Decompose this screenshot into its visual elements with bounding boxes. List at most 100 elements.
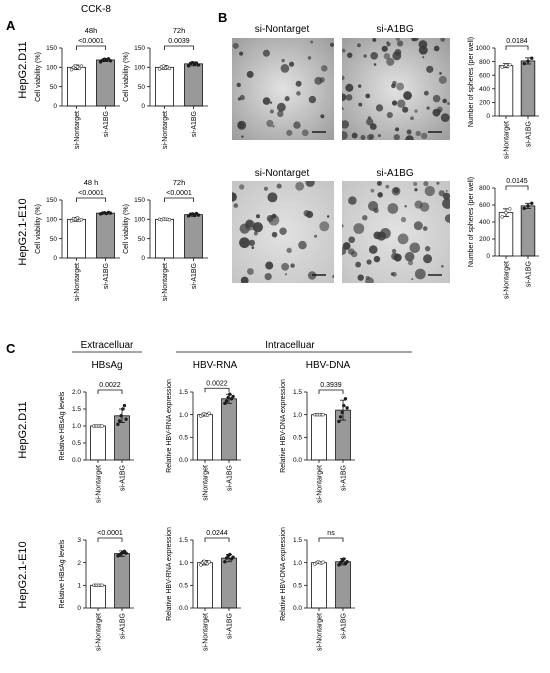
sphere bbox=[240, 276, 249, 283]
sphere bbox=[342, 120, 350, 129]
sphere bbox=[326, 215, 330, 218]
sphere bbox=[239, 237, 250, 249]
y-tick-label-b2-4: 800 bbox=[479, 185, 490, 192]
sphere bbox=[365, 93, 371, 99]
y-tick-label-a1-2: 100 bbox=[46, 65, 57, 72]
data-point-c6-1-0 bbox=[337, 563, 341, 567]
category-label-c4-1: si-A1BG bbox=[120, 613, 127, 639]
sphere bbox=[413, 221, 423, 231]
sphere bbox=[262, 97, 271, 105]
significance-bracket-c2 bbox=[204, 387, 230, 393]
sphere bbox=[276, 183, 282, 189]
chart-title-a1: 48h bbox=[85, 26, 98, 35]
y-tick-label-c2-0: 0.0 bbox=[179, 457, 188, 464]
sphere bbox=[301, 129, 309, 137]
data-point-a1-0-0 bbox=[69, 67, 74, 72]
chart-c-e10-hbv-rna: 0.0 0.5 1.0 1.5 Relative HBV-RNA expression s… bbox=[166, 527, 241, 651]
category-label-c2-1: si-A1BG bbox=[227, 465, 234, 491]
y-tick-label-c4-2: 2 bbox=[77, 560, 81, 567]
sphere bbox=[414, 109, 418, 113]
data-point-b1-1-2 bbox=[530, 56, 534, 60]
sphere bbox=[381, 45, 388, 52]
y-tick-label-b2-0: 0 bbox=[486, 253, 490, 260]
sphere bbox=[444, 214, 450, 223]
sphere bbox=[281, 262, 290, 271]
data-point-c3-1-1 bbox=[338, 415, 343, 419]
p-value-c2: 0.0022 bbox=[206, 380, 228, 387]
sphere bbox=[440, 38, 446, 42]
data-point-c1-0-5 bbox=[100, 424, 104, 428]
bar-b2-knockdown bbox=[520, 205, 536, 257]
sphere bbox=[232, 192, 237, 202]
sphere bbox=[253, 231, 258, 236]
data-point-a3-0-0 bbox=[69, 219, 74, 223]
column-title-hbsag: HBsAg bbox=[91, 360, 122, 371]
data-point-a2-1-0 bbox=[186, 64, 191, 68]
sphere bbox=[412, 38, 419, 42]
sphere bbox=[410, 116, 414, 121]
category-label-a2-0: si-Nontarget bbox=[162, 111, 169, 149]
sphere bbox=[266, 215, 274, 222]
sphere bbox=[426, 65, 434, 73]
category-label-c4-0: si-Nontarget bbox=[96, 613, 103, 651]
bar-b1-control bbox=[498, 65, 514, 117]
y-tick-label-a2-1: 50 bbox=[138, 84, 146, 91]
sphere bbox=[393, 134, 400, 140]
data-point-a1-0-5 bbox=[79, 64, 84, 68]
y-tick-label-a4-2: 100 bbox=[134, 217, 145, 224]
sphere bbox=[264, 272, 272, 281]
sphere bbox=[237, 97, 241, 101]
category-label-a3-1: si-A1BG bbox=[103, 263, 110, 289]
sphere bbox=[298, 240, 307, 250]
p-value-c4: <0.0001 bbox=[97, 530, 123, 537]
category-label-a4-1: si-A1BG bbox=[191, 263, 198, 289]
sphere bbox=[233, 203, 239, 208]
sphere bbox=[320, 114, 325, 119]
sphere-microscopy-image-a1bg-e10 bbox=[342, 181, 450, 283]
sphere bbox=[391, 248, 397, 254]
sphere bbox=[363, 54, 367, 58]
sphere bbox=[357, 274, 364, 281]
sphere-microscopy-image-nontarget-e10 bbox=[232, 181, 334, 283]
sphere bbox=[373, 63, 377, 66]
y-tick-label-c6-1: 0.5 bbox=[293, 583, 302, 590]
sphere bbox=[391, 186, 401, 196]
sphere bbox=[351, 251, 358, 258]
sphere bbox=[277, 110, 284, 118]
significance-bracket-b1 bbox=[505, 45, 529, 50]
significance-bracket-b2 bbox=[505, 185, 529, 190]
sphere bbox=[239, 51, 244, 56]
panel-a-row-label-1: HepG2.D11 bbox=[17, 41, 29, 98]
y-tick-label-b1-4: 800 bbox=[479, 59, 490, 66]
image-caption-top-left: si-Nontarget bbox=[255, 24, 310, 35]
sphere bbox=[353, 223, 365, 234]
sphere bbox=[265, 261, 274, 270]
sphere bbox=[241, 135, 244, 138]
bar-c1-control bbox=[90, 425, 106, 461]
y-axis-label-c6: Relative HBV-DNA expression bbox=[280, 527, 287, 621]
sphere bbox=[414, 188, 418, 192]
chart-c-e10-hbv-dna: 0.0 0.5 1.0 1.5 Relative HBV-DNA expression s… bbox=[280, 527, 355, 651]
data-point-c2-1-3 bbox=[228, 392, 232, 397]
sphere bbox=[329, 42, 334, 47]
micro-background bbox=[232, 38, 334, 140]
sphere bbox=[246, 70, 254, 78]
data-point-a1-0-4 bbox=[77, 66, 82, 71]
sphere bbox=[295, 80, 302, 87]
sphere bbox=[348, 236, 356, 244]
category-label-a4-0: si-Nontarget bbox=[162, 263, 169, 301]
sphere bbox=[342, 48, 346, 53]
data-point-c3-0-5 bbox=[321, 412, 325, 417]
significance-bracket-c4 bbox=[97, 537, 123, 542]
data-point-c4-0-5 bbox=[100, 583, 104, 588]
sphere bbox=[372, 38, 377, 42]
sphere bbox=[267, 192, 278, 203]
data-point-c1-1-5 bbox=[124, 417, 128, 421]
bar-a3-knockdown bbox=[96, 212, 115, 259]
category-label-b1-0: si-Nontarget bbox=[504, 121, 511, 159]
p-value-c1: 0.0022 bbox=[99, 382, 121, 389]
sphere bbox=[360, 134, 366, 140]
y-axis-label-b2: Number of spheres (per well) bbox=[468, 177, 475, 267]
bar-c6-control bbox=[311, 562, 327, 609]
sphere bbox=[308, 95, 317, 104]
